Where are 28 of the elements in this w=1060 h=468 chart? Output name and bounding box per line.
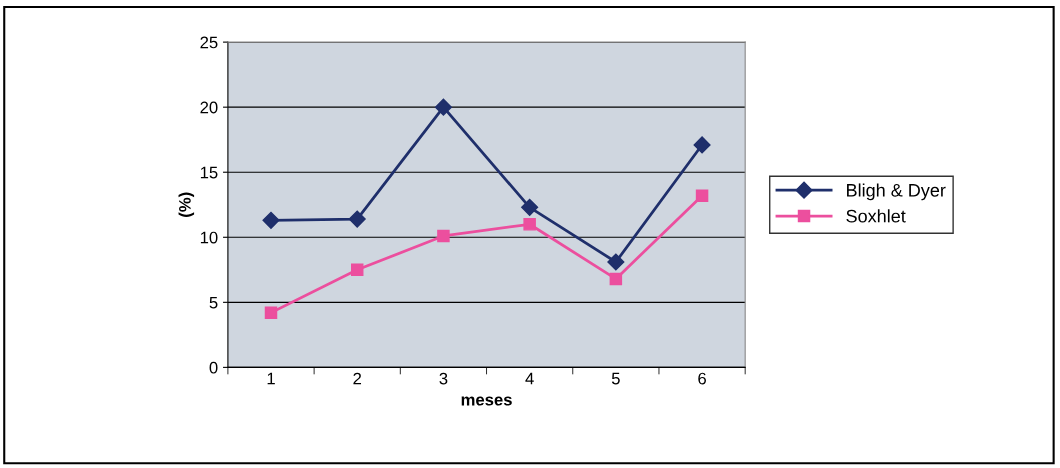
x-tick-label: 4 [525,372,534,385]
point [523,218,536,231]
x-tick-label: 1 [267,372,275,385]
point [693,136,711,154]
y-tick-label: 20 [200,101,218,114]
y-tick-label: 25 [200,36,218,49]
legend-label: Bligh & Dyer [847,183,946,201]
y-tick-label: 0 [209,361,218,374]
x-tick-label: 5 [611,372,620,385]
y-tick-label: 15 [200,166,218,179]
point [607,253,625,271]
point [695,189,709,202]
point [609,272,623,286]
x-tick-label: 6 [698,372,706,385]
point [262,211,280,229]
point [348,210,366,228]
legend-label: Soxhlet [846,209,906,223]
point [264,306,278,319]
x-axis-title: meses [461,396,512,406]
x-tick-label: 2 [353,372,362,385]
x-tick-label: 3 [439,372,448,385]
y-axis-title: (%) [178,192,195,217]
y-tick-label: 10 [200,231,218,244]
point [521,198,539,216]
y-tick-label: 5 [209,296,218,309]
point [350,263,364,277]
point [434,98,452,116]
point [437,229,450,243]
